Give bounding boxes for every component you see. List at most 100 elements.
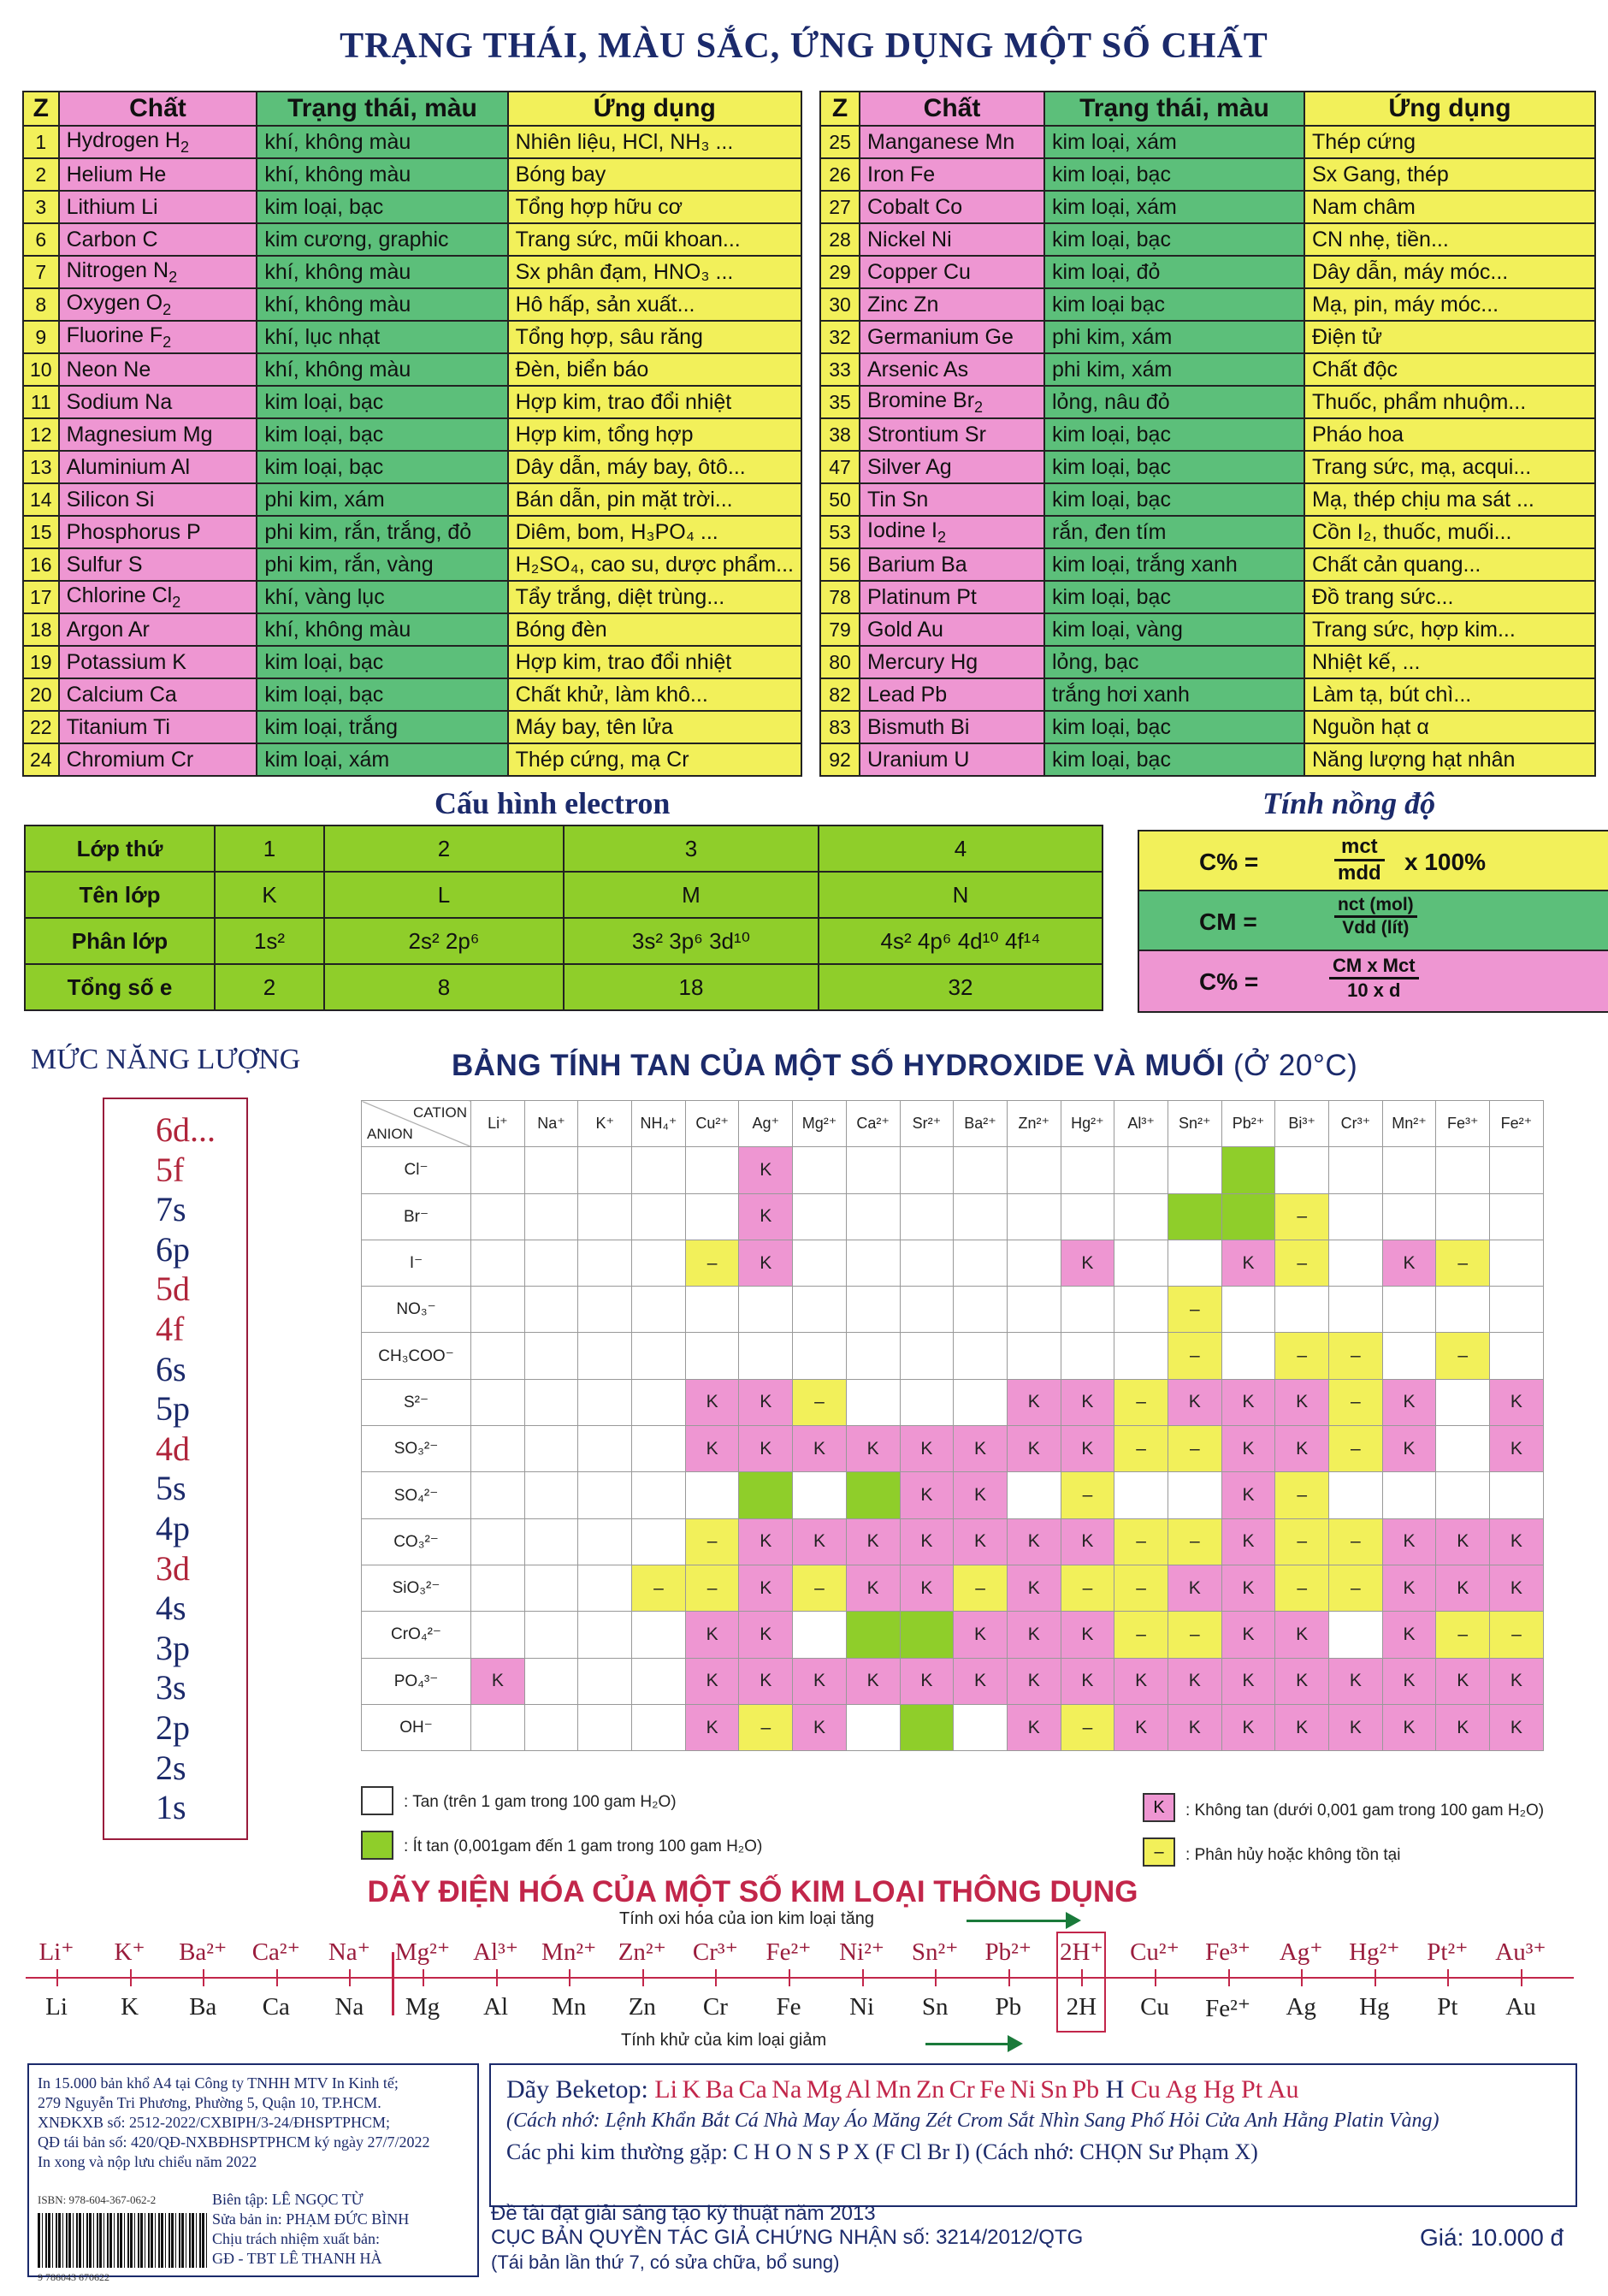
anion-header: SO₄²⁻ bbox=[361, 1471, 471, 1519]
series-tick bbox=[1008, 1969, 1010, 1986]
substance-z: 14 bbox=[22, 482, 60, 517]
substance-name-text: Manganese Mn bbox=[867, 129, 1015, 154]
series-axis bbox=[26, 1977, 1574, 1979]
cell-decomposes: – bbox=[1060, 1564, 1115, 1613]
substance-z: 47 bbox=[819, 450, 860, 484]
anion-header: CrO₄²⁻ bbox=[361, 1611, 471, 1659]
cell-soluble bbox=[953, 1332, 1008, 1380]
cell-soluble bbox=[1381, 1146, 1437, 1194]
isbn: ISBN: 978-604-367-062-2 bbox=[38, 2193, 157, 2206]
series-metal: Hg bbox=[1359, 1993, 1390, 2021]
cell-soluble bbox=[523, 1239, 579, 1287]
substance-use: Thuốc, phẩm nhuộm... bbox=[1304, 385, 1596, 419]
cell-soluble bbox=[953, 1192, 1008, 1240]
cell-decomposes: – bbox=[1060, 1703, 1115, 1752]
cell-insoluble: K bbox=[792, 1657, 847, 1705]
cell-insoluble: K bbox=[1221, 1611, 1276, 1659]
layer-cell: 1 bbox=[214, 825, 325, 873]
cell-insoluble: K bbox=[845, 1564, 901, 1613]
corner-cell: CATION ANION bbox=[361, 1099, 471, 1148]
cell-insoluble: K bbox=[1114, 1703, 1168, 1752]
substance-name-text: Tin Sn bbox=[867, 487, 929, 512]
cell-soluble bbox=[1114, 1192, 1168, 1240]
energy-level: 4s bbox=[156, 1589, 186, 1628]
cell-insoluble: K bbox=[1381, 1657, 1437, 1705]
legend-decompose: : Phân hủy hoặc không tồn tại bbox=[1185, 1846, 1401, 1864]
substance-row: 14 Silicon Si phi kim, xám Bán dẫn, pin mặt… bbox=[22, 482, 803, 517]
cell-insoluble: K bbox=[684, 1611, 740, 1659]
substance-name-text: Zinc Zn bbox=[867, 292, 939, 317]
substance-name-text: Platinum Pt bbox=[867, 584, 977, 609]
cell-insoluble: K bbox=[738, 1425, 794, 1473]
cell-soluble bbox=[899, 1378, 955, 1427]
substance-row: 25 Manganese Mn kim loại, xám Thép cứng bbox=[819, 125, 1596, 159]
substance-use: Tổng hợp hữu cơ bbox=[506, 190, 803, 224]
substance-name: Zinc Zn bbox=[859, 287, 1045, 322]
row-label-sublayer: Phân lớp bbox=[24, 917, 216, 965]
total-cell: 8 bbox=[323, 963, 565, 1011]
cell-insoluble: K bbox=[1167, 1703, 1222, 1752]
substance-state: kim loại, bạc bbox=[1043, 710, 1305, 744]
cell-decomposes: – bbox=[1274, 1518, 1329, 1565]
substance-name: Tin Sn bbox=[859, 482, 1045, 517]
cation-header: Fe³⁺ bbox=[1435, 1099, 1491, 1148]
cell-soluble bbox=[1060, 1192, 1115, 1240]
anion-row: I⁻ – K K K – K – bbox=[361, 1239, 1544, 1287]
substance-row: 80 Mercury Hg lỏng, bạc Nhiệt kế, ... bbox=[819, 645, 1596, 679]
substance-z: 17 bbox=[22, 580, 60, 614]
layer-cell: 4 bbox=[818, 825, 1103, 873]
cell-soluble bbox=[470, 1611, 525, 1659]
cell-insoluble: K bbox=[1167, 1564, 1222, 1613]
series-metal: Mg bbox=[405, 1993, 440, 2021]
layer-name-cell: N bbox=[818, 871, 1103, 919]
substance-state: kim loại, bạc bbox=[256, 385, 509, 419]
series-metal: Sn bbox=[921, 1993, 949, 2021]
substance-z: 2 bbox=[22, 157, 60, 192]
solubility-table: CATION ANION Li⁺ Na⁺ K⁺ NH₄⁺ Cu²⁺ Ag⁺ Mg²⁺ Ca²⁺ Sr… bbox=[361, 1099, 1544, 1752]
substance-name-text: Nickel Ni bbox=[867, 227, 952, 251]
series-tick bbox=[641, 1969, 644, 1986]
substance-row: 1 Hydrogen H2 khí, không màu Nhiên liệu, HC… bbox=[22, 125, 803, 159]
cell-insoluble: K bbox=[1167, 1657, 1222, 1705]
substance-name-text: Copper Cu bbox=[867, 259, 971, 284]
cation-header: Li⁺ bbox=[470, 1099, 525, 1148]
cell-insoluble: K bbox=[1381, 1703, 1437, 1752]
layer-cell: 2 bbox=[323, 825, 565, 873]
cell-soluble bbox=[845, 1703, 901, 1752]
cell-soluble bbox=[684, 1332, 740, 1380]
series-tick bbox=[349, 1969, 352, 1986]
cell-soluble bbox=[953, 1286, 1008, 1334]
series-ion: Ca²⁺ bbox=[251, 1938, 300, 1966]
total-cell: 32 bbox=[818, 963, 1103, 1011]
substance-use: Trang sức, mạ, acqui... bbox=[1304, 450, 1596, 484]
cell-insoluble: K bbox=[684, 1703, 740, 1752]
cell-soluble bbox=[845, 1192, 901, 1240]
beketop-metals: Li K Ba Ca Na Mg Al Mn Zn Cr Fe Ni Sn Pb bbox=[654, 2075, 1100, 2104]
anion-row: Br⁻ K – bbox=[361, 1192, 1544, 1240]
cell-insoluble: K bbox=[953, 1657, 1008, 1705]
cell-insoluble: K bbox=[738, 1564, 794, 1613]
energy-level: 3d bbox=[156, 1548, 190, 1588]
publisher-line: QĐ tái bản số: 420/QĐ-NXBĐHSPTPHCM ký ng… bbox=[38, 2133, 430, 2151]
credit-line: Chịu trách nhiệm xuất bản: bbox=[212, 2230, 380, 2247]
cell-soluble bbox=[577, 1518, 633, 1565]
substance-row: 50 Tin Sn kim loại, bạc Mạ, thép chịu ma sá… bbox=[819, 482, 1596, 517]
credit-line: GĐ - TBT LÊ THANH HÀ bbox=[212, 2250, 382, 2267]
substance-name-text: Titanium Ti bbox=[66, 714, 170, 739]
anion-row: SiO₃²⁻ – – K – K K – K – – K K – – K K K bbox=[361, 1564, 1544, 1613]
cell-soluble bbox=[470, 1378, 525, 1427]
cell-soluble bbox=[1167, 1239, 1222, 1287]
series-tick bbox=[789, 1969, 790, 1986]
substance-name: Neon Ne bbox=[57, 352, 258, 387]
substance-row: 56 Barium Ba kim loại, trắng xanh Chất cản … bbox=[819, 547, 1596, 582]
anion-header: NO₃⁻ bbox=[361, 1286, 471, 1334]
substance-name-text: Iron Fe bbox=[867, 162, 936, 186]
substance-state: lỏng, bạc bbox=[1043, 645, 1305, 679]
substance-state: khí, không màu bbox=[256, 255, 509, 289]
substance-row: 33 Arsenic As phi kim, xám Chất độc bbox=[819, 352, 1596, 387]
substance-state: kim loại, bạc bbox=[256, 678, 509, 712]
cell-soluble bbox=[953, 1239, 1008, 1287]
cell-soluble bbox=[1221, 1332, 1276, 1380]
anion-header: PO₄³⁻ bbox=[361, 1657, 471, 1705]
cell-soluble bbox=[1221, 1286, 1276, 1334]
